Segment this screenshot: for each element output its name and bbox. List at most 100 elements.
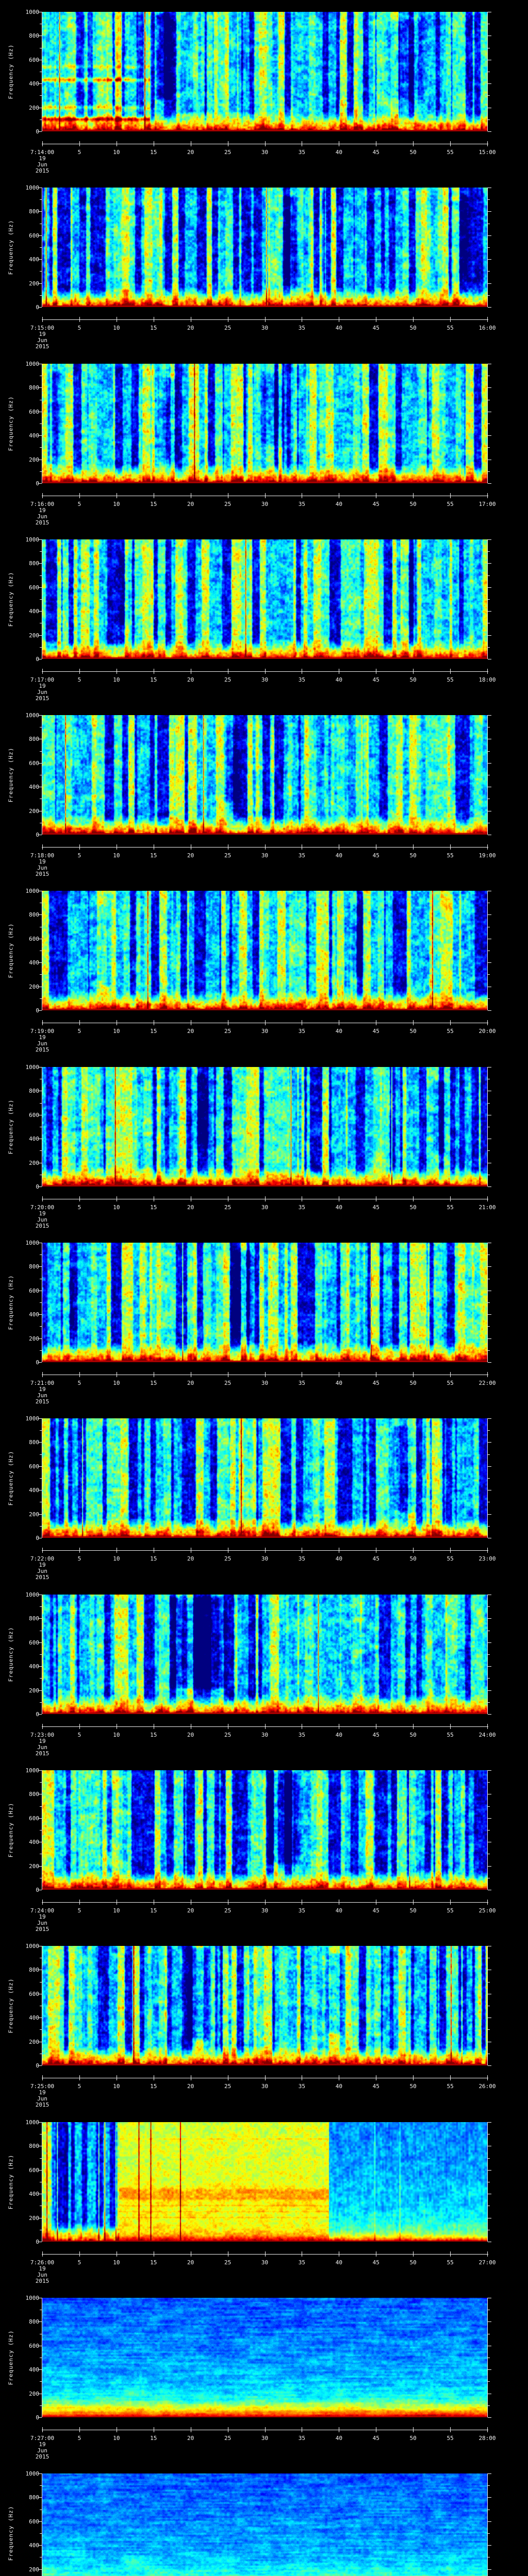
x-tick-mark xyxy=(450,2251,451,2257)
x-tick-label: 20 xyxy=(187,1732,194,1738)
y-tick-label: 200 xyxy=(29,2566,39,2573)
x-tick-label: 45 xyxy=(372,852,380,859)
y-minor-tick-left xyxy=(40,423,42,424)
x-tick-label: 55 xyxy=(447,1028,454,1035)
x-tick-mark xyxy=(487,2251,488,2257)
y-major-tick-left xyxy=(38,1362,42,1363)
x-tick-label: 50 xyxy=(409,1380,417,1386)
date-day-label: 19 xyxy=(39,1034,46,1041)
y-tick-label: 400 xyxy=(29,80,39,88)
y-tick-label: 200 xyxy=(29,1862,39,1870)
x-tick-mark xyxy=(265,2075,266,2080)
y-minor-tick-left xyxy=(40,447,42,448)
x-tick-label: 50 xyxy=(409,149,417,156)
y-major-tick-right xyxy=(488,483,491,484)
y-tick-label: 200 xyxy=(29,1687,39,1694)
x-tick-label: 15 xyxy=(150,1555,157,1562)
y-minor-tick-right xyxy=(488,1478,490,1479)
x-tick-mark xyxy=(413,493,414,498)
y-major-tick-right xyxy=(488,2545,491,2546)
x-tick-label: 15 xyxy=(150,2259,157,2266)
x-tick-label: 10 xyxy=(113,2083,120,2090)
x-tick-label: 55 xyxy=(447,1907,454,1914)
x-tick-label: 45 xyxy=(372,501,380,507)
x-tick-label: 10 xyxy=(113,1732,120,1738)
y-major-tick-left xyxy=(38,1866,42,1867)
x-tick-label: 50 xyxy=(409,2259,417,2266)
y-minor-tick-right xyxy=(488,423,490,424)
y-tick-label: 1000 xyxy=(25,888,40,894)
y-tick-label: 600 xyxy=(29,1111,39,1118)
y-major-tick-right xyxy=(488,1266,491,1267)
date-year-label: 2015 xyxy=(35,1750,50,1757)
y-minor-tick-right xyxy=(488,575,490,576)
y-major-tick-left xyxy=(38,962,42,963)
x-tick-label: 10 xyxy=(113,149,120,156)
x-tick-mark xyxy=(487,493,488,498)
x-tick-label: 25 xyxy=(224,2259,232,2266)
x-tick-mark xyxy=(413,669,414,674)
x-tick-mark xyxy=(487,1724,488,1729)
x-tick-mark xyxy=(79,1900,80,1905)
y-major-tick-right xyxy=(488,1338,491,1339)
y-tick-label: 1000 xyxy=(25,184,40,191)
y-minor-tick-right xyxy=(488,1150,490,1151)
y-major-tick-left xyxy=(38,1714,42,1715)
y-major-tick-left xyxy=(38,2473,42,2474)
y-tick-label: 400 xyxy=(29,784,39,791)
x-axis-start-time-label: 7:21:00 xyxy=(30,1380,55,1386)
y-major-tick-left xyxy=(38,1666,42,1667)
y-tick-label: 0 xyxy=(36,1359,39,1366)
x-tick-label: 25 xyxy=(224,2435,232,2442)
x-tick-label: 50 xyxy=(409,2083,417,2090)
x-tick-label: 45 xyxy=(372,1028,380,1035)
y-minor-tick-right xyxy=(488,447,490,448)
y-tick-label: 800 xyxy=(29,32,39,40)
x-tick-label: 25 xyxy=(224,1555,232,1562)
x-tick-label: 50 xyxy=(409,676,417,683)
x-tick-mark xyxy=(450,2427,451,2432)
x-tick-mark xyxy=(79,1196,80,1201)
x-tick-label: 25 xyxy=(224,1732,232,1738)
date-day-label: 19 xyxy=(39,1738,46,1744)
y-tick-label: 400 xyxy=(29,1487,39,1494)
y-tick-label: 400 xyxy=(29,1136,39,1143)
x-tick-label: 35 xyxy=(298,1555,306,1562)
x-tick-label: 25 xyxy=(224,1204,232,1211)
y-major-tick-right xyxy=(488,1714,491,1715)
x-tick-mark xyxy=(265,844,266,850)
y-major-tick-left xyxy=(38,1770,42,1771)
y-tick-label: 1000 xyxy=(25,536,40,543)
date-month-label: Jun xyxy=(37,865,47,871)
spectrogram-image xyxy=(42,1243,487,1362)
spectrogram-panel: Frequency (Hz) 7:16:00 17:00 19 Jun 2015… xyxy=(0,352,528,528)
x-tick-label: 20 xyxy=(187,676,194,683)
x-tick-mark xyxy=(79,844,80,850)
x-tick-label: 15 xyxy=(150,1732,157,1738)
date-month-label: Jun xyxy=(37,2272,47,2278)
x-tick-label: 20 xyxy=(187,1028,194,1035)
x-tick-mark xyxy=(42,844,43,850)
y-minor-tick-right xyxy=(488,1678,490,1679)
x-tick-mark xyxy=(265,669,266,674)
date-day-label: 19 xyxy=(39,155,46,162)
x-tick-label: 35 xyxy=(298,1028,306,1035)
y-minor-tick-right xyxy=(488,271,490,272)
x-tick-mark xyxy=(42,1196,43,1201)
x-tick-mark xyxy=(450,1020,451,1025)
x-tick-mark xyxy=(487,1196,488,1201)
y-major-tick-right xyxy=(488,539,491,540)
y-major-tick-right xyxy=(488,2369,491,2370)
x-tick-mark xyxy=(265,317,266,322)
x-tick-mark xyxy=(265,1372,266,1377)
x-axis-end-time-label: 21:00 xyxy=(478,1204,496,1211)
y-minor-tick-left xyxy=(40,1606,42,1607)
y-major-tick-right xyxy=(488,635,491,636)
x-tick-label: 15 xyxy=(150,1380,157,1386)
x-tick-label: 45 xyxy=(372,2259,380,2266)
spectrogram-panel: Frequency (Hz) 7:24:00 25:00 19 Jun 2015… xyxy=(0,1758,528,1934)
x-tick-label: 55 xyxy=(447,1204,454,1211)
y-tick-label: 200 xyxy=(29,983,39,990)
date-month-label: Jun xyxy=(37,1392,47,1399)
